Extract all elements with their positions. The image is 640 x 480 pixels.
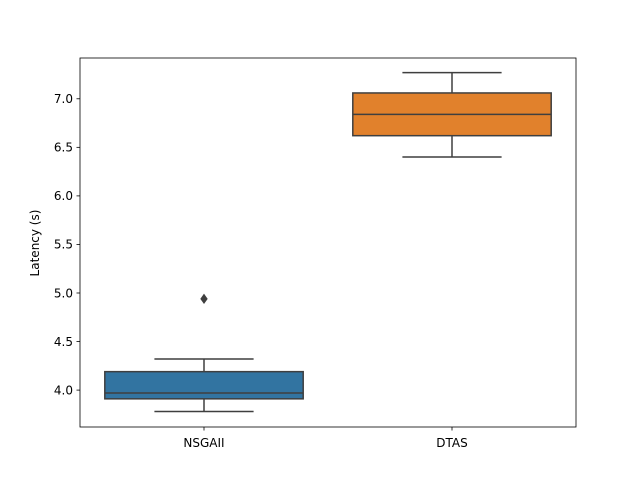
plot-frame (79, 57, 577, 428)
box-nsgaii (104, 293, 304, 413)
y-tick-label: 5.5 (54, 238, 73, 252)
plot-area (104, 71, 552, 413)
box-body (104, 370, 304, 400)
box-dtas (352, 71, 552, 158)
y-tick-label: 4.0 (54, 383, 73, 397)
x-tick-label: DTAS (436, 436, 467, 450)
y-tick-label: 4.5 (54, 335, 73, 349)
axes: 4.0 4.5 5.0 5.5 6.0 6.5 7.0 NSGAII DTAS (54, 92, 468, 450)
y-tick-label: 6.5 (54, 141, 73, 155)
y-tick-label: 6.0 (54, 189, 73, 203)
y-tick-label: 7.0 (54, 92, 73, 106)
x-tick-label: NSGAII (183, 436, 224, 450)
outlier-point (200, 293, 208, 305)
y-tick-label: 5.0 (54, 286, 73, 300)
y-axis-title: Latency (s) (28, 210, 42, 277)
